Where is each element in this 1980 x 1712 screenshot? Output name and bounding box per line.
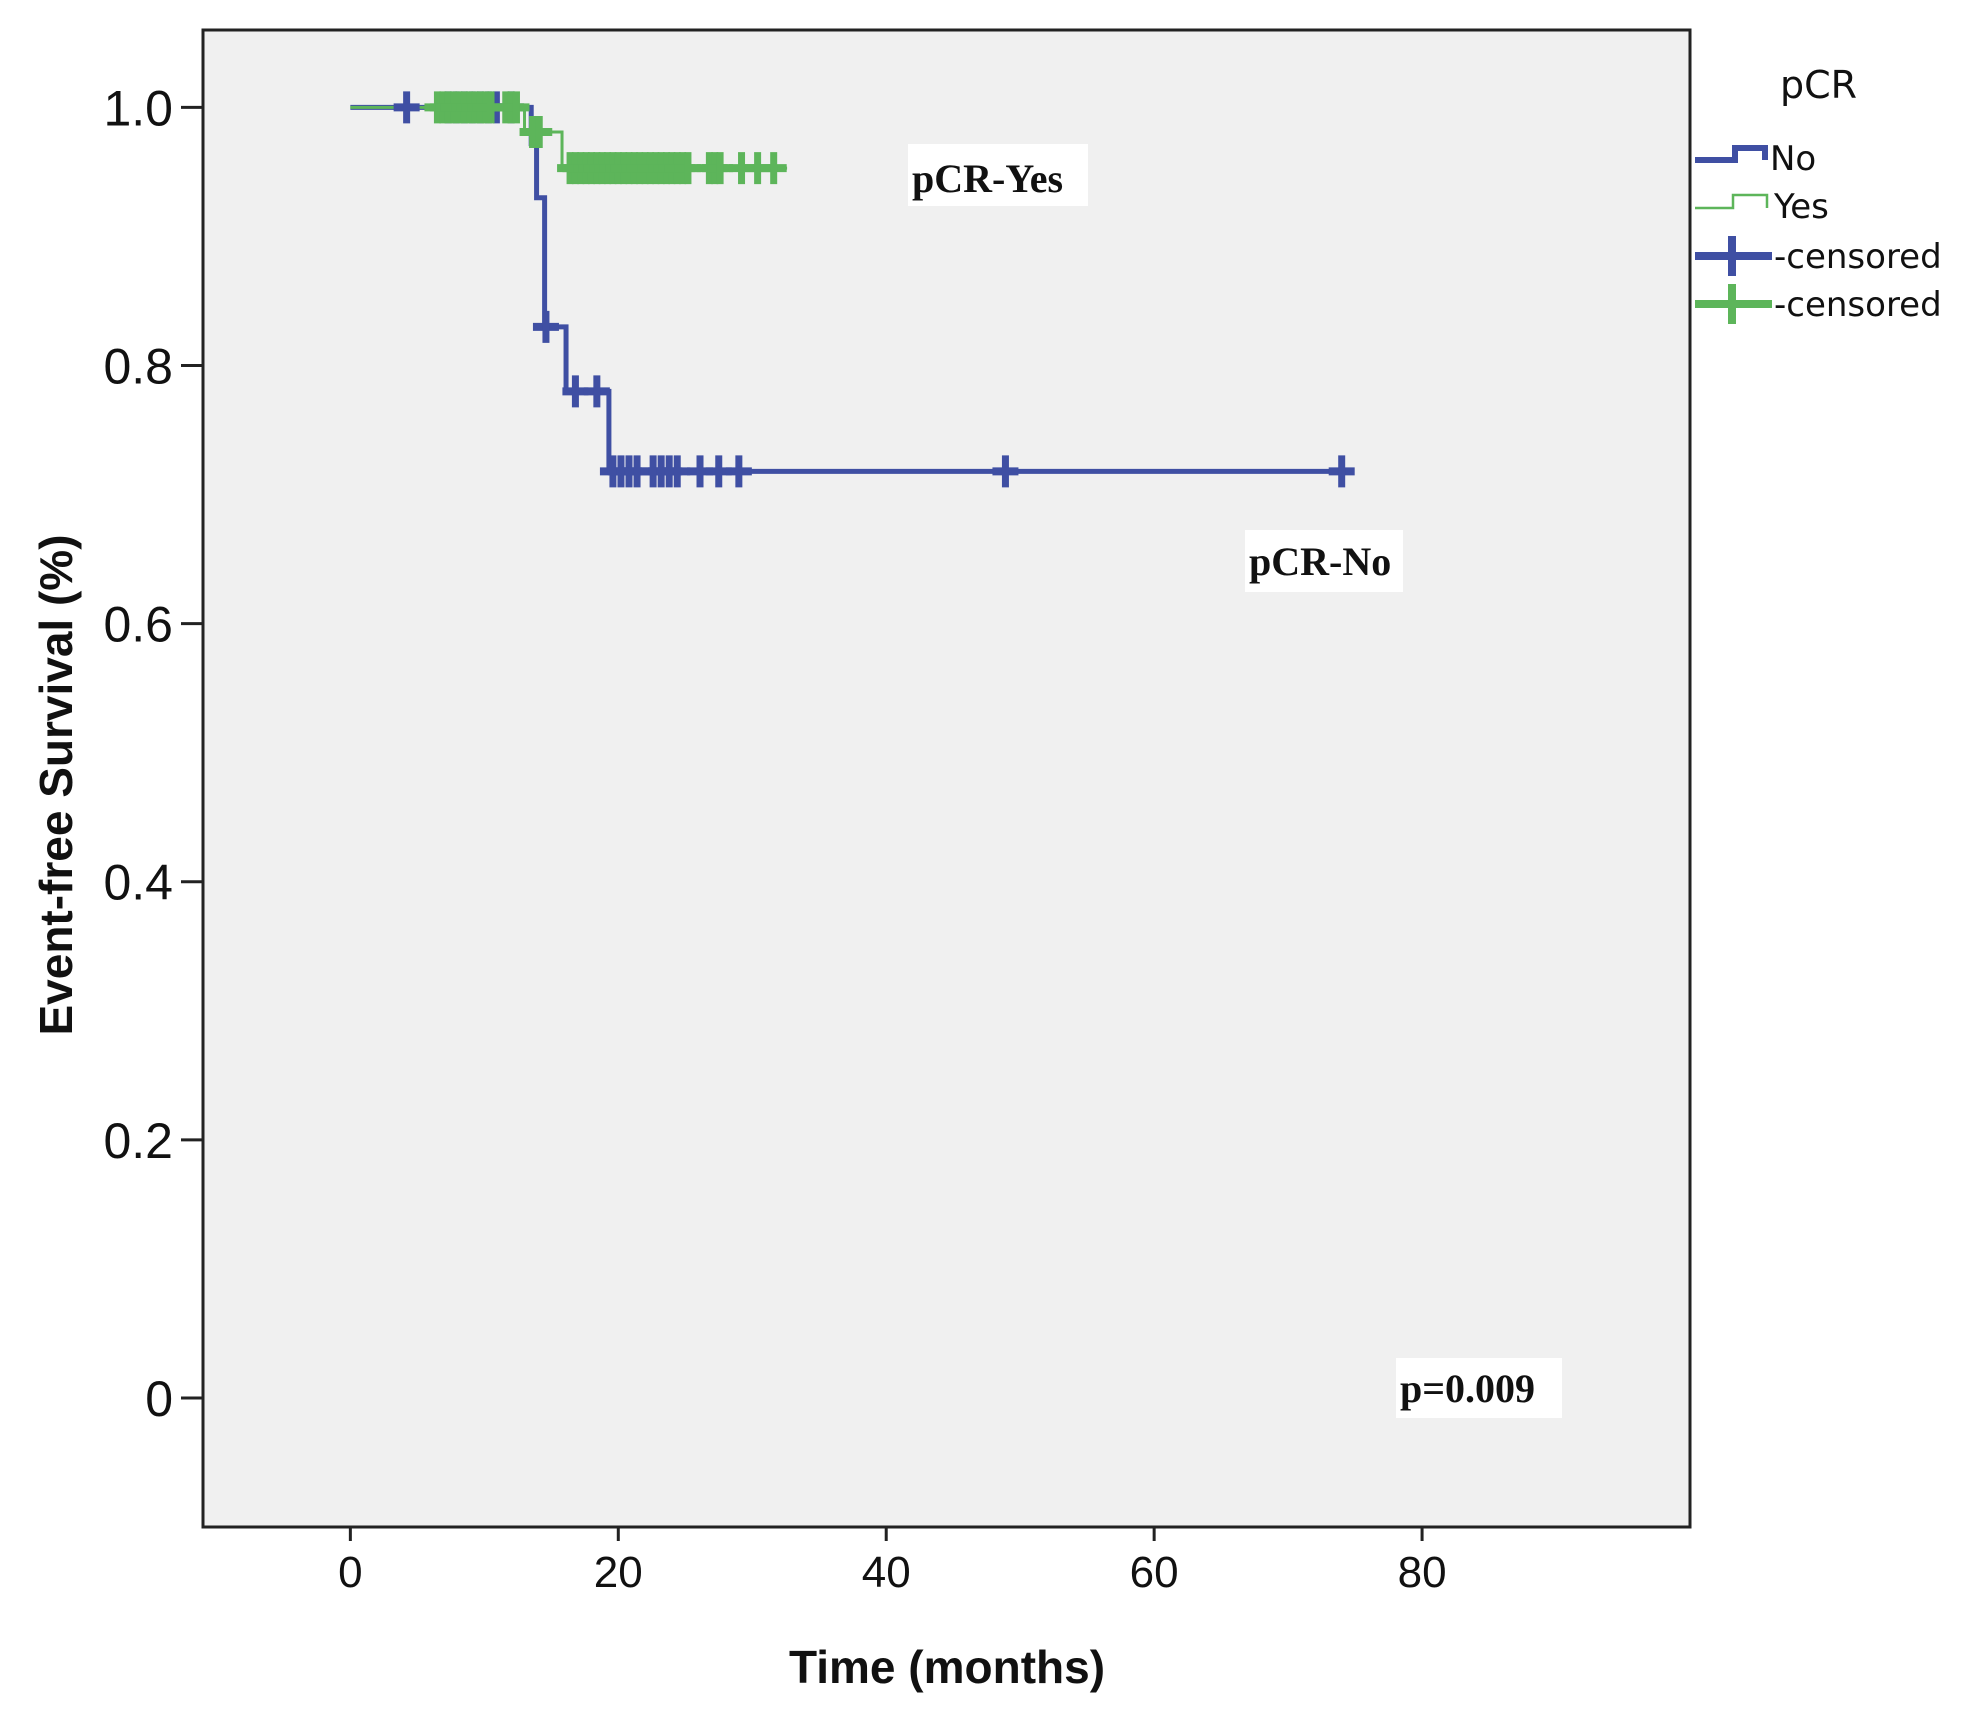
- x-tick-label-20: 20: [594, 1548, 643, 1597]
- censor-marks: [393, 91, 1355, 488]
- legend-label-censored-no: -censored: [1774, 237, 1942, 277]
- axis-ticks: 0 20 40 60 80 0 0.2 0.4 0.6 0.8 1.0: [103, 80, 1446, 1597]
- legend-swatch-no: [1695, 145, 1768, 163]
- y-tick-label-0.4: 0.4: [103, 855, 173, 911]
- annotation-p-value-text: p=0.009: [1400, 1366, 1535, 1411]
- annotation-pcr-no-background: [1245, 530, 1403, 592]
- legend-swatch-censored-no: [1695, 236, 1772, 276]
- annotation-pcr-yes-text: pCR-Yes: [912, 156, 1063, 201]
- x-tick-label-40: 40: [862, 1548, 911, 1597]
- x-tick-label-80: 80: [1398, 1548, 1447, 1597]
- censor-mark-no-0: [393, 91, 420, 124]
- censor-mark-yes-44: [760, 152, 787, 185]
- y-tick-label-1.0: 1.0: [103, 80, 173, 136]
- legend-label-yes: Yes: [1773, 187, 1829, 227]
- annotation-pcr-no: pCR-No: [1245, 530, 1403, 592]
- legend-swatch-yes: [1695, 193, 1769, 210]
- legend-label-no: No: [1770, 139, 1816, 179]
- legend: pCR No Yes -censored -censored: [1695, 63, 1942, 325]
- censor-mark-no-23: [992, 455, 1019, 488]
- y-axis-title: Event-free Survival (%): [30, 534, 82, 1035]
- y-tick-label-0.2: 0.2: [103, 1113, 173, 1169]
- legend-label-censored-yes: -censored: [1774, 285, 1942, 325]
- censor-mark-no-22: [725, 455, 752, 488]
- annotation-pcr-yes: pCR-Yes: [908, 144, 1088, 206]
- x-axis-title: Time (months): [789, 1641, 1105, 1693]
- plot-area: [201, 28, 1692, 1529]
- y-tick-label-0.6: 0.6: [103, 597, 173, 653]
- y-tick-label-0: 0: [145, 1371, 173, 1427]
- censor-mark-yes-13: [503, 91, 530, 124]
- censor-mark-no-9: [532, 310, 559, 343]
- legend-swatches: [1695, 145, 1772, 324]
- censor-mark-yes-15: [526, 115, 553, 148]
- annotation-pcr-yes-background: [908, 144, 1088, 206]
- annotation-pcr-no-text: pCR-No: [1249, 539, 1391, 584]
- censor-mark-no-19: [664, 455, 691, 488]
- annotation-p-value: p=0.009: [1396, 1358, 1562, 1418]
- censor-mark-no-24: [1328, 455, 1355, 488]
- legend-title: pCR: [1780, 63, 1857, 107]
- x-tick-label-60: 60: [1130, 1548, 1179, 1597]
- x-tick-label-0: 0: [338, 1548, 362, 1597]
- y-tick-label-0.8: 0.8: [103, 339, 173, 395]
- annotation-p-value-background: [1396, 1358, 1562, 1418]
- censor-mark-no-11: [583, 375, 610, 408]
- legend-swatch-censored-yes: [1695, 284, 1772, 324]
